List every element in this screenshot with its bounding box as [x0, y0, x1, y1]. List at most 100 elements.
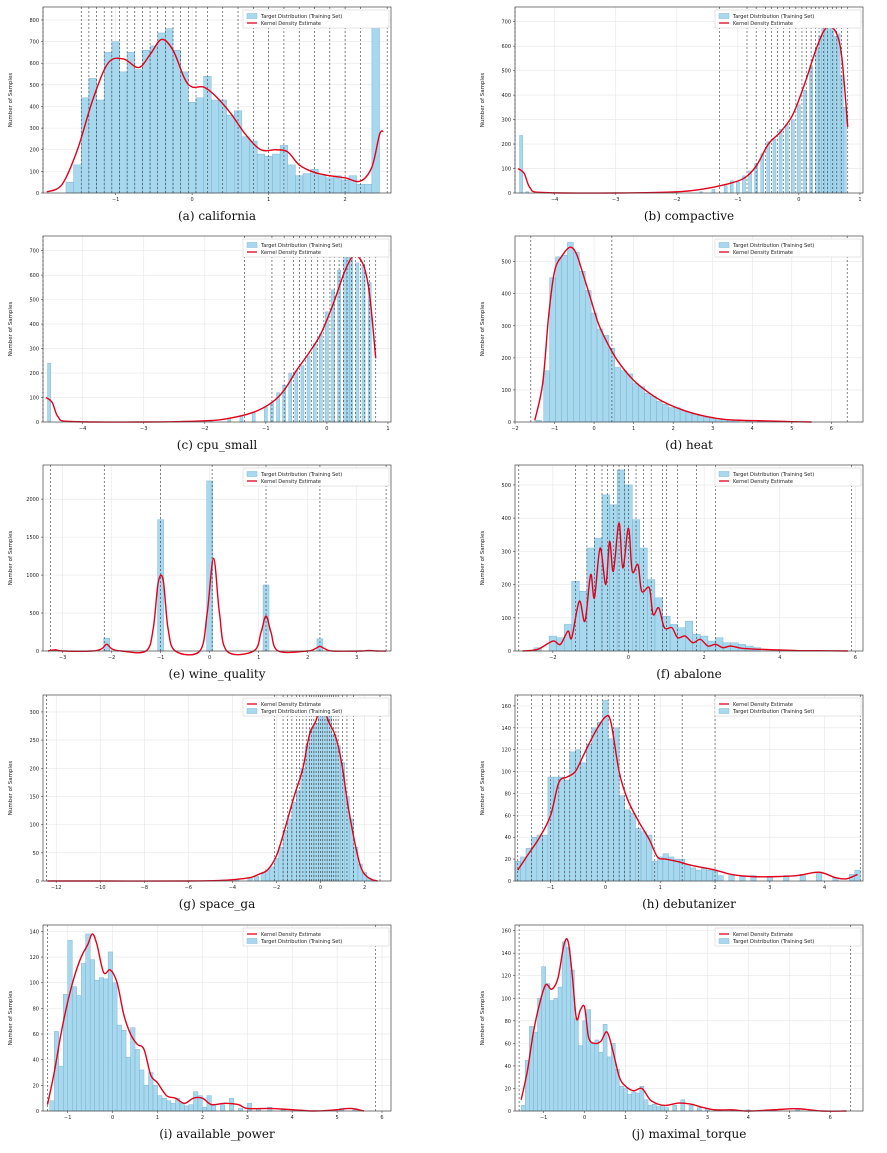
plot-frame — [514, 924, 864, 1112]
y-tick-label: 300 — [501, 549, 511, 555]
x-tick-label: 0 — [319, 885, 322, 891]
histogram-bar — [580, 762, 587, 882]
histogram-bar — [573, 251, 580, 423]
legend-hist-swatch — [246, 242, 258, 248]
plot-frame — [42, 6, 392, 194]
y-axis-label: Number of Samples — [8, 761, 14, 816]
legend-label: Target Distribution (Training Set) — [260, 939, 342, 945]
subplot-caption: (a) california — [178, 209, 256, 223]
chart-svg: 0 100 200 300 400 500 −2 0 2 4 6 Number of Samples T… — [480, 464, 864, 681]
histogram-bar — [149, 45, 158, 194]
histogram-bar — [348, 175, 357, 194]
histogram-bar — [706, 869, 713, 882]
histogram-bar — [142, 50, 151, 194]
histogram-bar — [664, 1107, 669, 1112]
y-tick-label: 100 — [501, 167, 511, 173]
histogram-bar — [624, 809, 631, 882]
y-tick-label: 300 — [29, 126, 39, 132]
histogram-bar — [586, 744, 592, 882]
y-tick-label: 800 — [29, 18, 39, 24]
histogram-bar — [543, 370, 550, 423]
histogram-bar — [627, 1093, 632, 1112]
histogram-bar — [827, 21, 832, 194]
kde-curve — [47, 557, 387, 656]
y-tick-label: 200 — [29, 148, 39, 154]
y-tick-label: 600 — [501, 44, 511, 50]
x-tick-label: 1 — [632, 426, 635, 432]
histogram-bar — [157, 32, 166, 194]
histogram-bar — [220, 1104, 226, 1112]
histogram-bar — [561, 941, 567, 1112]
histogram-bar — [772, 138, 777, 194]
y-tick-label: 500 — [501, 260, 511, 266]
x-tick-label: 2 — [344, 197, 347, 203]
legend-label: Kernel Density Estimate — [261, 479, 321, 485]
histogram-bar — [333, 175, 342, 194]
kde-curve — [46, 38, 384, 193]
y-tick-label: 300 — [501, 324, 511, 330]
chart-svg: 0 20 40 60 80 100 120 140 160 −1 0 1 2 3 4 5 6 Number of … — [480, 924, 864, 1141]
histogram-bar — [67, 940, 73, 1112]
subplot-caption: (f) abalone — [656, 667, 722, 681]
subplot-caption: (h) debutanizer — [642, 897, 736, 911]
x-tick-label: 3 — [768, 885, 771, 891]
histogram-bar — [287, 818, 293, 882]
y-tick-label: 20 — [33, 1083, 39, 1089]
subplot-caption: (j) maximal_torque — [632, 1127, 747, 1141]
histogram-bar — [639, 547, 648, 652]
histogram-bar — [313, 722, 319, 882]
legend-label: Kernel Density Estimate — [261, 21, 321, 27]
histogram-bar — [134, 1049, 140, 1112]
y-tick-label: 2000 — [26, 497, 39, 503]
x-tick-label: 0 — [604, 885, 607, 891]
histogram-bar — [85, 933, 91, 1112]
x-tick-label: −1 — [112, 197, 119, 203]
kde-curve — [47, 704, 378, 882]
histogram-bar — [291, 801, 297, 882]
histogram-bar — [536, 834, 543, 882]
x-tick-label: −2 — [108, 655, 115, 661]
histogram-bar — [654, 597, 663, 652]
histogram-bar — [695, 869, 702, 882]
histogram-bar — [73, 164, 82, 194]
histogram-bar — [312, 343, 317, 423]
histogram-bar — [520, 1105, 526, 1112]
histogram-bar — [660, 1105, 665, 1112]
y-tick-label: 300 — [29, 347, 39, 353]
y-tick-label: 200 — [501, 142, 511, 148]
histogram-bar — [520, 856, 527, 882]
histogram-bar — [766, 141, 771, 194]
histogram-bar — [632, 383, 639, 423]
y-tick-label: 100 — [501, 616, 511, 622]
chart-panel: 0 50 100 150 200 250 300 −12 −10 −8 −6 −4 −2 0 2 Number… — [0, 688, 440, 920]
x-tick-label: −1 — [734, 197, 741, 203]
histogram-bar — [300, 365, 305, 423]
y-tick-label: 60 — [505, 813, 511, 819]
histogram-bar — [728, 875, 735, 882]
histogram-bar — [711, 189, 716, 194]
histogram-bar — [842, 107, 847, 194]
histogram-bar — [125, 1056, 131, 1112]
legend-label: Target Distribution (Training Set) — [732, 939, 814, 945]
histogram-bar — [211, 99, 220, 194]
histogram-bar — [584, 290, 592, 423]
legend-label: Kernel Density Estimate — [733, 479, 793, 485]
histogram-bar — [579, 271, 586, 423]
y-tick-label: 100 — [29, 169, 39, 175]
y-tick-label: 500 — [501, 69, 511, 75]
histogram-bar — [803, 90, 807, 194]
y-tick-label: 120 — [501, 748, 511, 754]
histogram-bar — [278, 846, 284, 882]
x-tick-label: −3 — [612, 197, 619, 203]
x-tick-label: −2 — [549, 655, 556, 661]
histogram-bar — [161, 1097, 167, 1112]
histogram-bar — [717, 875, 724, 882]
histogram-bar — [816, 872, 823, 882]
legend-label: Kernel Density Estimate — [733, 250, 793, 256]
histogram-bar — [211, 1104, 217, 1112]
histogram-bar — [679, 410, 687, 423]
y-tick-label: 100 — [501, 996, 511, 1002]
y-tick-label: 1000 — [26, 573, 39, 579]
legend-box — [714, 927, 862, 947]
histogram-bar — [47, 363, 51, 423]
